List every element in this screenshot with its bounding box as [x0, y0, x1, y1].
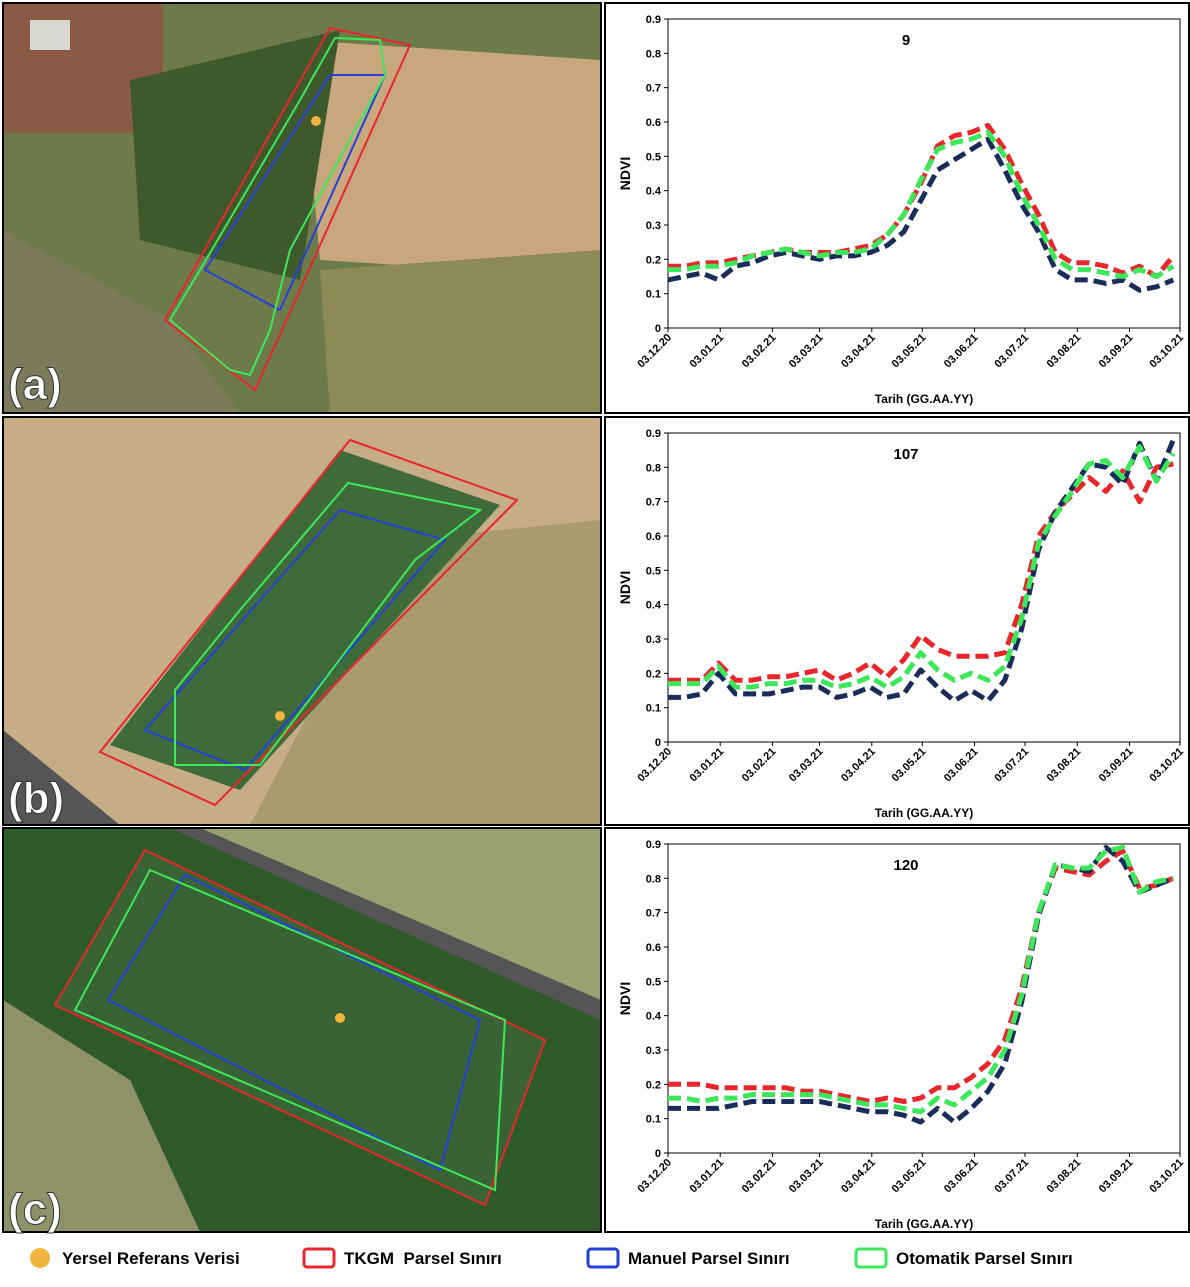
- panel-label: (c): [8, 1185, 62, 1234]
- x-tick-label: 03.08.21: [1045, 1157, 1084, 1196]
- y-tick-label: 0.4: [646, 186, 662, 198]
- y-tick-label: 0.2: [646, 254, 661, 266]
- x-tick-label: 03.04.21: [839, 332, 878, 371]
- series-line: [668, 851, 1173, 1102]
- x-tick-label: 03.10.21: [1147, 1157, 1186, 1196]
- satellite-image: [3, 3, 601, 413]
- x-tick-label: 03.09.21: [1097, 332, 1136, 371]
- series-line: [668, 847, 1173, 1122]
- y-tick-label: 0.2: [646, 668, 661, 680]
- y-tick-label: 0.7: [646, 497, 661, 509]
- y-tick-label: 0.8: [646, 48, 661, 60]
- y-tick-label: 0.9: [646, 428, 661, 440]
- plot-area: [668, 844, 1180, 1153]
- x-tick-label: 03.01.21: [688, 1157, 727, 1196]
- series-line: [668, 132, 1173, 276]
- x-tick-label: 03.07.21: [992, 332, 1031, 371]
- x-tick-label: 03.01.21: [688, 746, 727, 785]
- legend-marker: [30, 1248, 50, 1268]
- x-tick-label: 03.05.21: [890, 746, 929, 785]
- x-tick-label: 03.12.20: [635, 332, 674, 371]
- x-tick-label: 03.07.21: [992, 746, 1031, 785]
- panel-frame: [605, 3, 1189, 413]
- panel-label: (b): [8, 774, 64, 823]
- legend-label: Otomatik Parsel Sınırı: [896, 1249, 1073, 1268]
- y-tick-label: 0.1: [646, 703, 661, 715]
- x-tick-label: 03.06.21: [942, 746, 981, 785]
- y-tick-label: 0.9: [646, 14, 661, 26]
- x-tick-label: 03.04.21: [839, 1157, 878, 1196]
- x-tick-label: 03.02.21: [740, 332, 779, 371]
- y-tick-label: 0.1: [646, 1114, 661, 1126]
- legend-label: Manuel Parsel Sınırı: [628, 1249, 790, 1268]
- y-tick-label: 0.4: [646, 600, 662, 612]
- x-tick-label: 03.05.21: [890, 332, 929, 371]
- y-axis-label: NDVI: [617, 157, 633, 190]
- x-axis-label: Tarih (GG.AA.YY): [875, 1217, 973, 1231]
- x-tick-label: 03.12.20: [635, 746, 674, 785]
- y-tick-label: 0.7: [646, 908, 661, 920]
- figure: 0 0.1 0.2 0.3 0.4 0.5 0.6 0.7 0.8 0.9 03.12.20 03.0…: [0, 0, 1190, 1282]
- x-tick-label: 03.09.21: [1097, 746, 1136, 785]
- x-tick-label: 03.03.21: [787, 1157, 826, 1196]
- x-tick-label: 03.12.20: [635, 1157, 674, 1196]
- x-tick-label: 03.03.21: [787, 332, 826, 371]
- y-tick-label: 0.7: [646, 83, 661, 95]
- x-axis-label: Tarih (GG.AA.YY): [875, 392, 973, 406]
- y-axis-label: NDVI: [617, 571, 633, 604]
- legend-label: TKGM Parsel Sınırı: [344, 1249, 502, 1268]
- x-tick-label: 03.02.21: [740, 1157, 779, 1196]
- panel-frame: [605, 417, 1189, 825]
- y-tick-label: 0: [655, 737, 661, 749]
- legend-marker: [588, 1249, 618, 1267]
- y-tick-label: 0.5: [646, 976, 661, 988]
- series-line: [668, 139, 1173, 290]
- x-tick-label: 03.09.21: [1097, 1157, 1136, 1196]
- x-tick-label: 03.10.21: [1147, 746, 1186, 785]
- y-tick-label: 0.5: [646, 565, 661, 577]
- x-tick-label: 03.07.21: [992, 1157, 1031, 1196]
- x-tick-label: 03.06.21: [942, 1157, 981, 1196]
- chart-title: 9: [902, 32, 910, 49]
- x-tick-label: 03.08.21: [1045, 746, 1084, 785]
- y-tick-label: 0.3: [646, 220, 661, 232]
- y-tick-label: 0.5: [646, 151, 661, 163]
- legend-marker: [304, 1249, 334, 1267]
- y-tick-label: 0.6: [646, 117, 661, 129]
- satellite-image: [3, 828, 601, 1232]
- series-line: [668, 847, 1173, 1111]
- y-tick-label: 0.4: [646, 1011, 662, 1023]
- x-tick-label: 03.06.21: [942, 332, 981, 371]
- y-tick-label: 0.9: [646, 839, 661, 851]
- y-tick-label: 0.6: [646, 942, 661, 954]
- y-tick-label: 0.2: [646, 1079, 661, 1091]
- chart-title: 107: [893, 446, 918, 463]
- x-tick-label: 03.08.21: [1045, 332, 1084, 371]
- x-tick-label: 03.03.21: [787, 746, 826, 785]
- x-tick-label: 03.05.21: [890, 1157, 929, 1196]
- satellite-image: [3, 417, 601, 825]
- x-tick-label: 03.04.21: [839, 746, 878, 785]
- y-tick-label: 0: [655, 323, 661, 335]
- y-tick-label: 0.8: [646, 462, 661, 474]
- y-tick-label: 0.3: [646, 634, 661, 646]
- y-tick-label: 0.8: [646, 873, 661, 885]
- y-tick-label: 0.1: [646, 289, 661, 301]
- y-tick-label: 0.6: [646, 531, 661, 543]
- x-axis-label: Tarih (GG.AA.YY): [875, 806, 973, 820]
- series-line: [668, 440, 1173, 701]
- y-tick-label: 0.3: [646, 1045, 661, 1057]
- chart-title: 120: [893, 857, 918, 874]
- y-axis-label: NDVI: [617, 982, 633, 1015]
- legend-label: Yersel Referans Verisi: [62, 1249, 240, 1268]
- y-tick-label: 0: [655, 1148, 661, 1160]
- x-tick-label: 03.02.21: [740, 746, 779, 785]
- x-tick-label: 03.10.21: [1147, 332, 1186, 371]
- series-line: [668, 464, 1173, 680]
- panel-label: (a): [8, 360, 62, 409]
- x-tick-label: 03.01.21: [688, 332, 727, 371]
- panel-frame: [605, 828, 1189, 1232]
- legend-marker: [856, 1249, 886, 1267]
